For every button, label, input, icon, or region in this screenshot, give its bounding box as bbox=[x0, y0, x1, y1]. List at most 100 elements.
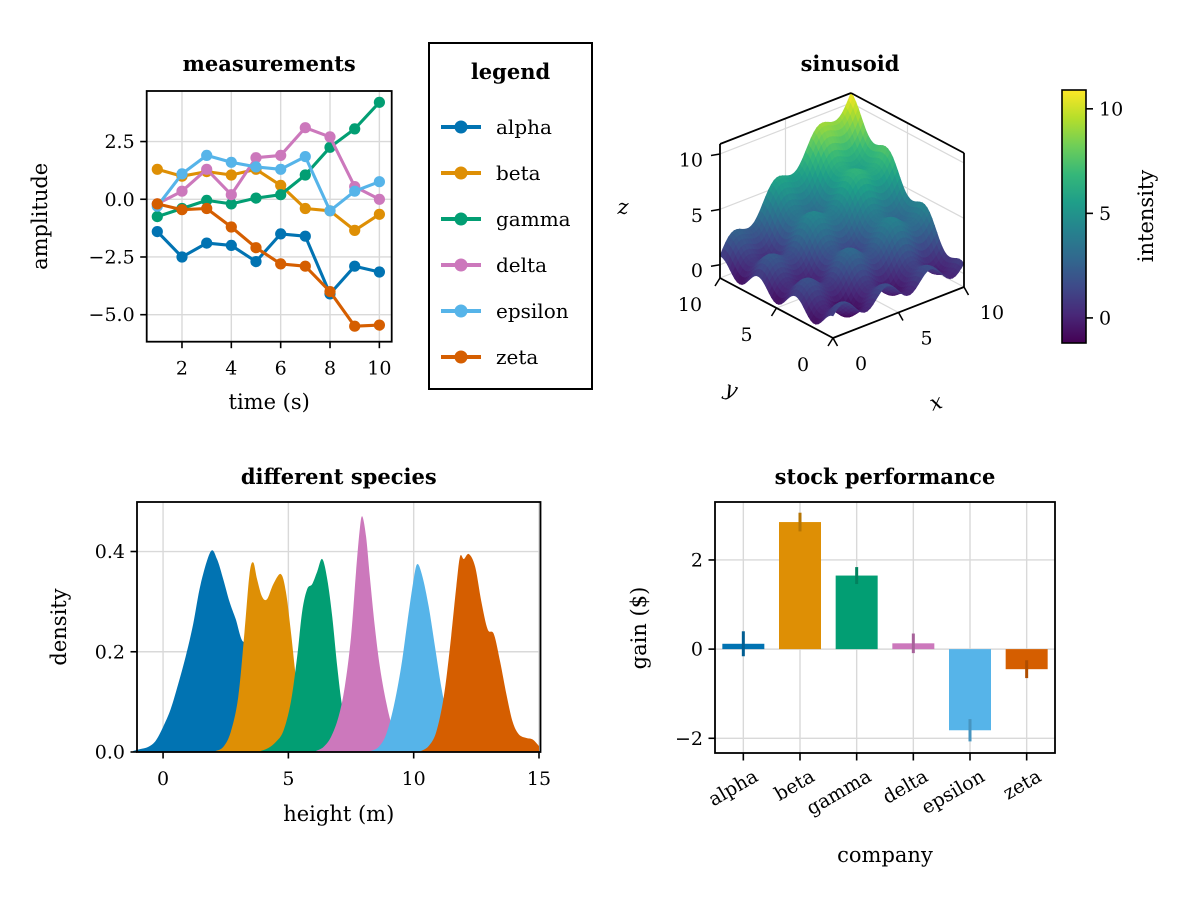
legend-marker-icon bbox=[454, 166, 468, 180]
bar-gamma bbox=[835, 575, 878, 650]
series-zeta bbox=[151, 198, 385, 332]
series-zeta-marker bbox=[151, 198, 163, 210]
legend-line-swatch bbox=[441, 350, 481, 364]
bar-epsilon bbox=[949, 649, 991, 731]
series-gamma-marker bbox=[299, 169, 311, 181]
density-area-gamma bbox=[260, 558, 364, 752]
x-tick-label: 5 bbox=[920, 328, 932, 350]
x-tick-label-gamma: gamma bbox=[803, 765, 875, 819]
series-beta-marker bbox=[151, 163, 163, 175]
series-epsilon bbox=[151, 149, 385, 217]
series-beta-marker bbox=[299, 202, 311, 215]
axes3d-edge bbox=[719, 92, 852, 145]
legend-line-swatch bbox=[441, 120, 481, 134]
series-delta-marker bbox=[299, 122, 311, 134]
legend-line-swatch bbox=[441, 166, 481, 180]
series-gamma-marker bbox=[201, 194, 213, 206]
legend-rows: alpha beta gamma delta epsilon zeta bbox=[430, 104, 591, 380]
series-gamma-marker bbox=[151, 211, 163, 223]
x-tick-label: 0 bbox=[855, 353, 867, 375]
series-beta-marker bbox=[349, 224, 361, 236]
stock-error-bars bbox=[741, 512, 1029, 742]
stock-title: stock performance bbox=[775, 464, 996, 489]
y-tick-label: 2 bbox=[691, 549, 703, 571]
legend-item-zeta: zeta bbox=[430, 334, 591, 380]
series-epsilon-line bbox=[155, 153, 381, 213]
series-gamma bbox=[151, 96, 385, 223]
series-epsilon-marker bbox=[250, 161, 262, 173]
series-beta-marker bbox=[373, 208, 385, 220]
subplot-sinusoid: 0 5 10 0 5 10 0 5 10 y x z sinusoid 0 5 10 intensity bbox=[616, 51, 1158, 416]
legend-item-label: gamma bbox=[496, 207, 571, 231]
species-series bbox=[132, 516, 539, 752]
legend-marker-icon bbox=[454, 212, 468, 226]
series-epsilon-marker bbox=[349, 185, 361, 197]
colorbar-label: intensity bbox=[1134, 170, 1158, 263]
series-alpha-marker bbox=[201, 237, 213, 249]
series-beta-marker bbox=[225, 169, 237, 181]
bar-zeta bbox=[1005, 649, 1048, 670]
series-zeta-marker bbox=[201, 202, 213, 215]
sinusoid-ylabel: y bbox=[721, 376, 742, 403]
series-gamma-marker bbox=[373, 96, 385, 108]
legend-line-swatch bbox=[441, 212, 481, 226]
legend-item-label: beta bbox=[496, 161, 541, 185]
series-zeta-marker bbox=[373, 319, 385, 331]
series-beta-line bbox=[155, 167, 381, 232]
series-gamma-marker bbox=[225, 198, 237, 210]
series-delta-marker bbox=[225, 189, 237, 201]
y-tick-mark bbox=[827, 337, 834, 347]
surface-mesh bbox=[719, 92, 965, 325]
x-tick-label: 15 bbox=[527, 768, 551, 790]
x-tick-label: 2 bbox=[176, 358, 188, 380]
series-zeta-marker bbox=[225, 221, 237, 233]
series-gamma-line bbox=[155, 100, 381, 219]
series-gamma-marker bbox=[250, 192, 262, 204]
z-tick-mark bbox=[710, 208, 721, 212]
legend-marker-icon bbox=[454, 304, 468, 318]
measurements-title: measurements bbox=[183, 51, 356, 76]
x-tick-label-epsilon: epsilon bbox=[918, 765, 989, 819]
z-tick-label: 10 bbox=[679, 149, 703, 171]
legend-item-label: delta bbox=[496, 253, 547, 277]
series-alpha-marker bbox=[225, 239, 237, 251]
sinusoid-xlabel: x bbox=[926, 389, 945, 416]
series-gamma-marker bbox=[275, 189, 287, 201]
legend-line-swatch bbox=[441, 258, 481, 272]
x-tick-mark bbox=[897, 312, 904, 321]
series-beta-marker bbox=[275, 179, 287, 191]
x-tick-mark bbox=[963, 286, 970, 296]
legend-title: legend bbox=[470, 59, 551, 84]
measurements-axes-frame bbox=[145, 90, 393, 343]
series-alpha-marker bbox=[250, 256, 262, 268]
series-zeta-marker bbox=[176, 204, 188, 216]
z-tick-label: 0 bbox=[691, 260, 703, 282]
series-delta-marker bbox=[373, 193, 385, 205]
y-tick-label: 0 bbox=[691, 639, 703, 661]
x-tick-label-zeta: zeta bbox=[999, 765, 1045, 804]
bar-beta bbox=[779, 522, 821, 650]
series-delta-marker bbox=[275, 149, 287, 161]
series-epsilon-marker bbox=[299, 151, 311, 163]
y-tick-label: −2 bbox=[675, 728, 703, 750]
series-alpha-marker bbox=[349, 260, 361, 272]
series-alpha-marker bbox=[299, 230, 311, 242]
series-epsilon-marker bbox=[225, 156, 237, 168]
series-zeta-marker bbox=[250, 242, 262, 254]
species-xlabel: height (m) bbox=[283, 802, 394, 826]
y-tick-label: 0 bbox=[797, 354, 809, 376]
series-zeta-marker bbox=[299, 260, 311, 272]
sinusoid-title: sinusoid bbox=[801, 51, 900, 76]
series-epsilon-marker bbox=[201, 149, 213, 161]
z-tick-mark bbox=[710, 263, 721, 267]
y-tick-label: 0.4 bbox=[95, 541, 125, 563]
series-delta-marker bbox=[201, 163, 213, 175]
series-epsilon-marker bbox=[324, 205, 336, 217]
density-area-delta bbox=[315, 516, 417, 752]
legend-marker-icon bbox=[454, 120, 468, 134]
legend-panel: legend alpha beta gamma delta epsilon bbox=[428, 42, 593, 390]
x-tick-label: 10 bbox=[367, 358, 391, 380]
series-alpha-marker bbox=[373, 266, 385, 278]
